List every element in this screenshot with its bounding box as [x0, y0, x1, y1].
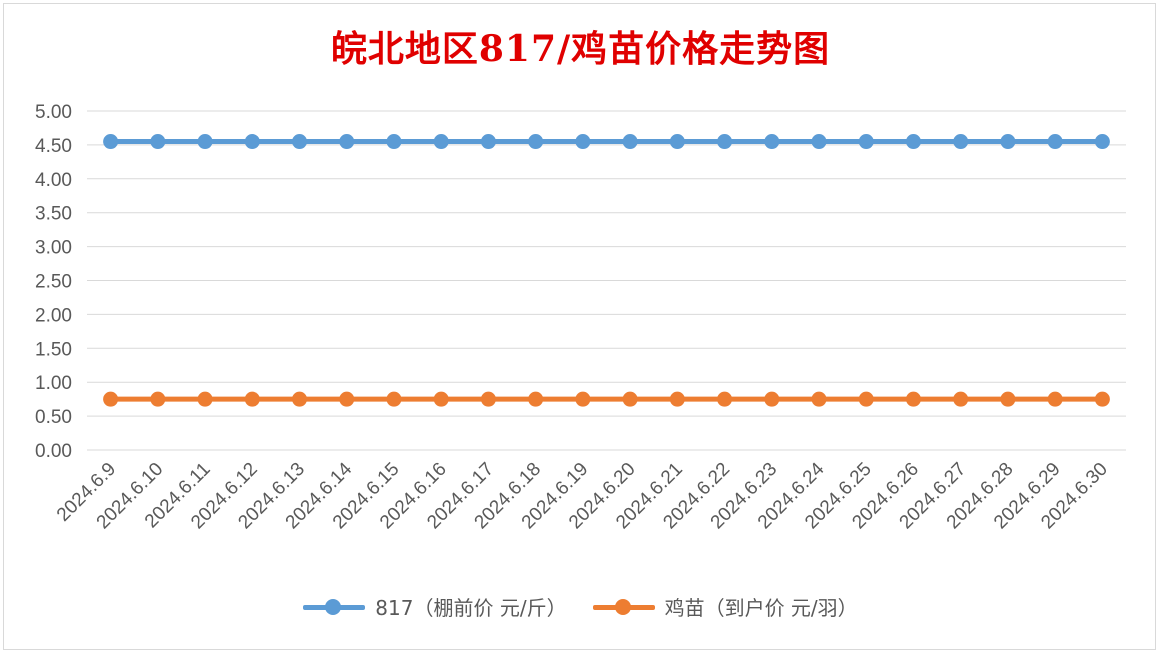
data-point[interactable]: [528, 391, 544, 407]
series-1: [103, 391, 1110, 407]
data-point[interactable]: [1000, 391, 1016, 407]
data-point[interactable]: [953, 134, 969, 150]
y-tick-label: 4.00: [35, 170, 72, 191]
data-point[interactable]: [150, 134, 166, 150]
data-point[interactable]: [953, 391, 969, 407]
legend-swatch-817: [303, 597, 366, 617]
legend-swatch-chick: [592, 597, 655, 617]
y-tick-label: 2.50: [35, 272, 72, 293]
data-point[interactable]: [669, 134, 685, 150]
data-point[interactable]: [480, 391, 496, 407]
data-point[interactable]: [811, 134, 827, 150]
data-point[interactable]: [1094, 134, 1110, 150]
y-tick-label: 4.50: [35, 136, 72, 157]
y-tick-label: 3.00: [35, 238, 72, 259]
data-point[interactable]: [575, 391, 591, 407]
data-point[interactable]: [292, 134, 308, 150]
data-point[interactable]: [528, 134, 544, 150]
series-layer: [103, 134, 1110, 407]
data-point[interactable]: [386, 391, 402, 407]
data-point[interactable]: [858, 391, 874, 407]
gridlines: [87, 110, 1126, 451]
data-point[interactable]: [1000, 134, 1016, 150]
data-point[interactable]: [622, 391, 638, 407]
y-tick-label: 2.00: [35, 305, 72, 326]
data-point[interactable]: [480, 134, 496, 150]
y-tick-label: 0.50: [35, 407, 72, 428]
data-point[interactable]: [292, 391, 308, 407]
data-point[interactable]: [244, 134, 260, 150]
data-point[interactable]: [1094, 391, 1110, 407]
y-tick-label: 1.50: [35, 339, 72, 360]
y-tick-label: 5.00: [35, 102, 72, 123]
data-point[interactable]: [764, 391, 780, 407]
data-point[interactable]: [197, 391, 213, 407]
y-tick-label: 0.00: [35, 441, 72, 462]
data-point[interactable]: [339, 134, 355, 150]
y-axis-ticks: 0.00 0.50 1.00 1.50 2.00 2.50 3.00 3.50 4.00 4.50…: [35, 102, 72, 462]
data-point[interactable]: [339, 391, 355, 407]
data-point[interactable]: [905, 391, 921, 407]
data-point[interactable]: [717, 391, 733, 407]
legend-item-chick[interactable]: 鸡苗（到户价 元/羽）: [592, 592, 858, 621]
data-point[interactable]: [103, 134, 119, 150]
data-point[interactable]: [622, 134, 638, 150]
chart-title: 皖北地区817/鸡苗价格走势图: [330, 28, 831, 70]
data-point[interactable]: [433, 391, 449, 407]
data-point[interactable]: [764, 134, 780, 150]
data-point[interactable]: [575, 134, 591, 150]
legend-label-817: 817（棚前价 元/斤）: [375, 596, 567, 620]
data-point[interactable]: [905, 134, 921, 150]
data-point[interactable]: [197, 134, 213, 150]
legend: 817（棚前价 元/斤） 鸡苗（到户价 元/羽）: [0, 592, 1161, 621]
x-axis-ticks: 2024.6.92024.6.102024.6.112024.6.122024.…: [53, 458, 1112, 533]
y-tick-label: 3.50: [35, 204, 72, 225]
legend-item-817[interactable]: 817（棚前价 元/斤）: [303, 592, 567, 621]
data-point[interactable]: [103, 391, 119, 407]
data-point[interactable]: [858, 134, 874, 150]
series-0: [103, 134, 1110, 150]
data-point[interactable]: [669, 391, 685, 407]
legend-label-chick: 鸡苗（到户价 元/羽）: [664, 596, 858, 620]
y-tick-label: 1.00: [35, 373, 72, 394]
data-point[interactable]: [244, 391, 260, 407]
data-point[interactable]: [386, 134, 402, 150]
data-point[interactable]: [433, 134, 449, 150]
data-point[interactable]: [150, 391, 166, 407]
data-point[interactable]: [1047, 134, 1063, 150]
data-point[interactable]: [717, 134, 733, 150]
data-point[interactable]: [1047, 391, 1063, 407]
data-point[interactable]: [811, 391, 827, 407]
